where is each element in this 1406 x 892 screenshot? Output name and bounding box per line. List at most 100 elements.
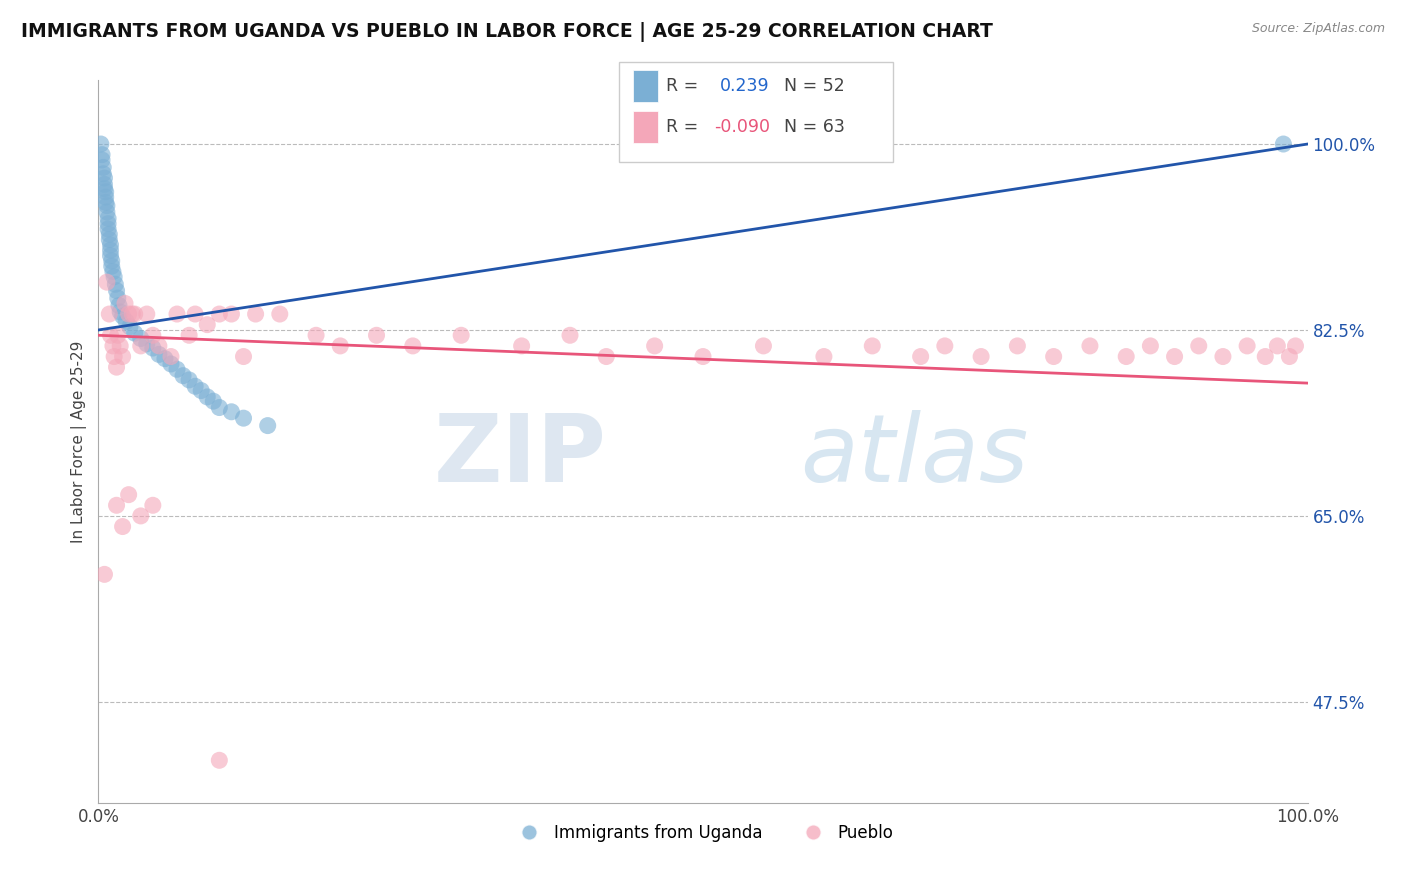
- Point: [1078, 339, 1101, 353]
- Point: [1236, 339, 1258, 353]
- Point: [184, 379, 207, 393]
- Point: [202, 394, 225, 409]
- Point: [100, 254, 122, 268]
- Point: [450, 328, 472, 343]
- Point: [111, 519, 134, 533]
- Point: [142, 498, 165, 512]
- Point: [160, 350, 183, 364]
- Point: [101, 264, 124, 278]
- Point: [129, 339, 152, 353]
- Point: [692, 350, 714, 364]
- Point: [142, 328, 165, 343]
- Point: [179, 373, 201, 387]
- Point: [1042, 350, 1064, 364]
- Point: [100, 244, 122, 258]
- Legend: Immigrants from Uganda, Pueblo: Immigrants from Uganda, Pueblo: [506, 817, 900, 848]
- Point: [96, 205, 118, 219]
- Text: R =: R =: [666, 118, 704, 136]
- Point: [1212, 350, 1234, 364]
- Point: [100, 238, 122, 252]
- Text: ZIP: ZIP: [433, 410, 606, 502]
- Point: [94, 185, 117, 199]
- Y-axis label: In Labor Force | Age 25-29: In Labor Force | Age 25-29: [72, 341, 87, 542]
- Point: [366, 328, 388, 343]
- Point: [184, 307, 207, 321]
- Point: [752, 339, 775, 353]
- Point: [93, 567, 115, 582]
- Point: [91, 161, 114, 175]
- Point: [148, 347, 170, 361]
- Point: [100, 259, 122, 273]
- Point: [402, 339, 425, 353]
- Point: [148, 339, 170, 353]
- Point: [108, 339, 131, 353]
- Point: [934, 339, 956, 353]
- Point: [269, 307, 291, 321]
- Point: [1139, 339, 1161, 353]
- Point: [105, 284, 128, 298]
- Point: [1267, 339, 1289, 353]
- Point: [97, 222, 120, 236]
- Point: [121, 307, 143, 321]
- Point: [221, 307, 243, 321]
- Point: [190, 384, 212, 398]
- Point: [101, 339, 124, 353]
- Point: [118, 488, 141, 502]
- Point: [124, 326, 146, 341]
- Point: [111, 350, 134, 364]
- Text: R =: R =: [666, 77, 710, 95]
- Point: [1115, 350, 1137, 364]
- Point: [232, 411, 254, 425]
- Point: [90, 136, 112, 151]
- Point: [129, 331, 152, 345]
- Point: [118, 319, 141, 334]
- Point: [100, 249, 122, 263]
- Point: [1254, 350, 1277, 364]
- Point: [245, 307, 267, 321]
- Point: [510, 339, 533, 353]
- Point: [1163, 350, 1185, 364]
- Point: [1272, 136, 1295, 151]
- Point: [100, 328, 122, 343]
- Point: [135, 336, 157, 351]
- Point: [142, 341, 165, 355]
- Point: [1007, 339, 1029, 353]
- Point: [208, 401, 231, 415]
- Point: [91, 167, 114, 181]
- Point: [94, 195, 117, 210]
- Text: N = 52: N = 52: [773, 77, 845, 95]
- Point: [118, 307, 141, 321]
- Point: [94, 190, 117, 204]
- Text: atlas: atlas: [800, 410, 1028, 501]
- Point: [135, 307, 157, 321]
- Point: [910, 350, 932, 364]
- Point: [103, 350, 125, 364]
- Point: [1284, 339, 1306, 353]
- Point: [595, 350, 617, 364]
- Point: [96, 275, 118, 289]
- Point: [208, 307, 231, 321]
- Point: [105, 498, 128, 512]
- Point: [179, 328, 201, 343]
- Point: [1278, 350, 1301, 364]
- Text: IMMIGRANTS FROM UGANDA VS PUEBLO IN LABOR FORCE | AGE 25-29 CORRELATION CHART: IMMIGRANTS FROM UGANDA VS PUEBLO IN LABO…: [21, 22, 993, 42]
- Point: [93, 171, 115, 186]
- Point: [91, 147, 114, 161]
- Point: [153, 351, 176, 366]
- Point: [93, 178, 115, 192]
- Point: [98, 233, 121, 247]
- Point: [166, 362, 188, 376]
- Point: [208, 753, 231, 767]
- Point: [160, 357, 183, 371]
- Point: [329, 339, 352, 353]
- Point: [107, 328, 129, 343]
- Point: [860, 339, 883, 353]
- Point: [129, 508, 152, 523]
- Point: [98, 307, 121, 321]
- Point: [195, 390, 218, 404]
- Point: [96, 199, 118, 213]
- Point: [104, 277, 127, 292]
- Text: Source: ZipAtlas.com: Source: ZipAtlas.com: [1251, 22, 1385, 36]
- Text: 0.239: 0.239: [720, 77, 769, 95]
- Point: [97, 211, 120, 226]
